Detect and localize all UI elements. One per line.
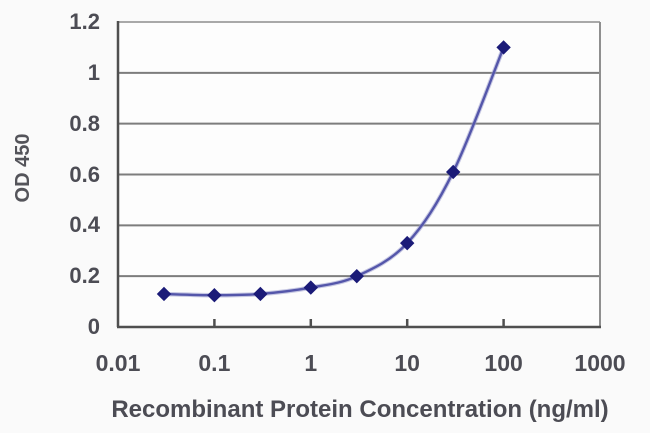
data-point-marker (496, 40, 511, 55)
y-tick-label: 0 (87, 314, 100, 339)
data-point-marker (445, 164, 461, 180)
y-tick-label: 0.4 (69, 212, 100, 238)
y-tick-label: 0.8 (69, 110, 100, 136)
data-point-marker (156, 286, 172, 302)
data-point-marker (349, 268, 365, 284)
x-tick-label: 0.1 (198, 350, 231, 376)
x-tick-label: 1000 (574, 350, 626, 376)
x-tick-label: 0.01 (95, 350, 141, 376)
y-tick-label: 0.2 (69, 263, 100, 289)
y-tick-label: 0.6 (69, 161, 100, 187)
y-tick-label: 1 (87, 59, 100, 85)
x-axis-title: Recombinant Protein Concentration (ng/ml… (111, 396, 609, 423)
y-axis-title: OD 450 (12, 133, 34, 203)
x-tick-label: 100 (484, 350, 523, 376)
x-tick-label: 1 (304, 350, 318, 376)
data-point-marker (207, 288, 222, 303)
y-tick-label: 1.2 (69, 9, 100, 34)
data-point-marker (399, 235, 415, 251)
data-point-marker (253, 286, 268, 302)
x-tick-label: 10 (394, 350, 420, 376)
data-point-marker (303, 280, 319, 295)
